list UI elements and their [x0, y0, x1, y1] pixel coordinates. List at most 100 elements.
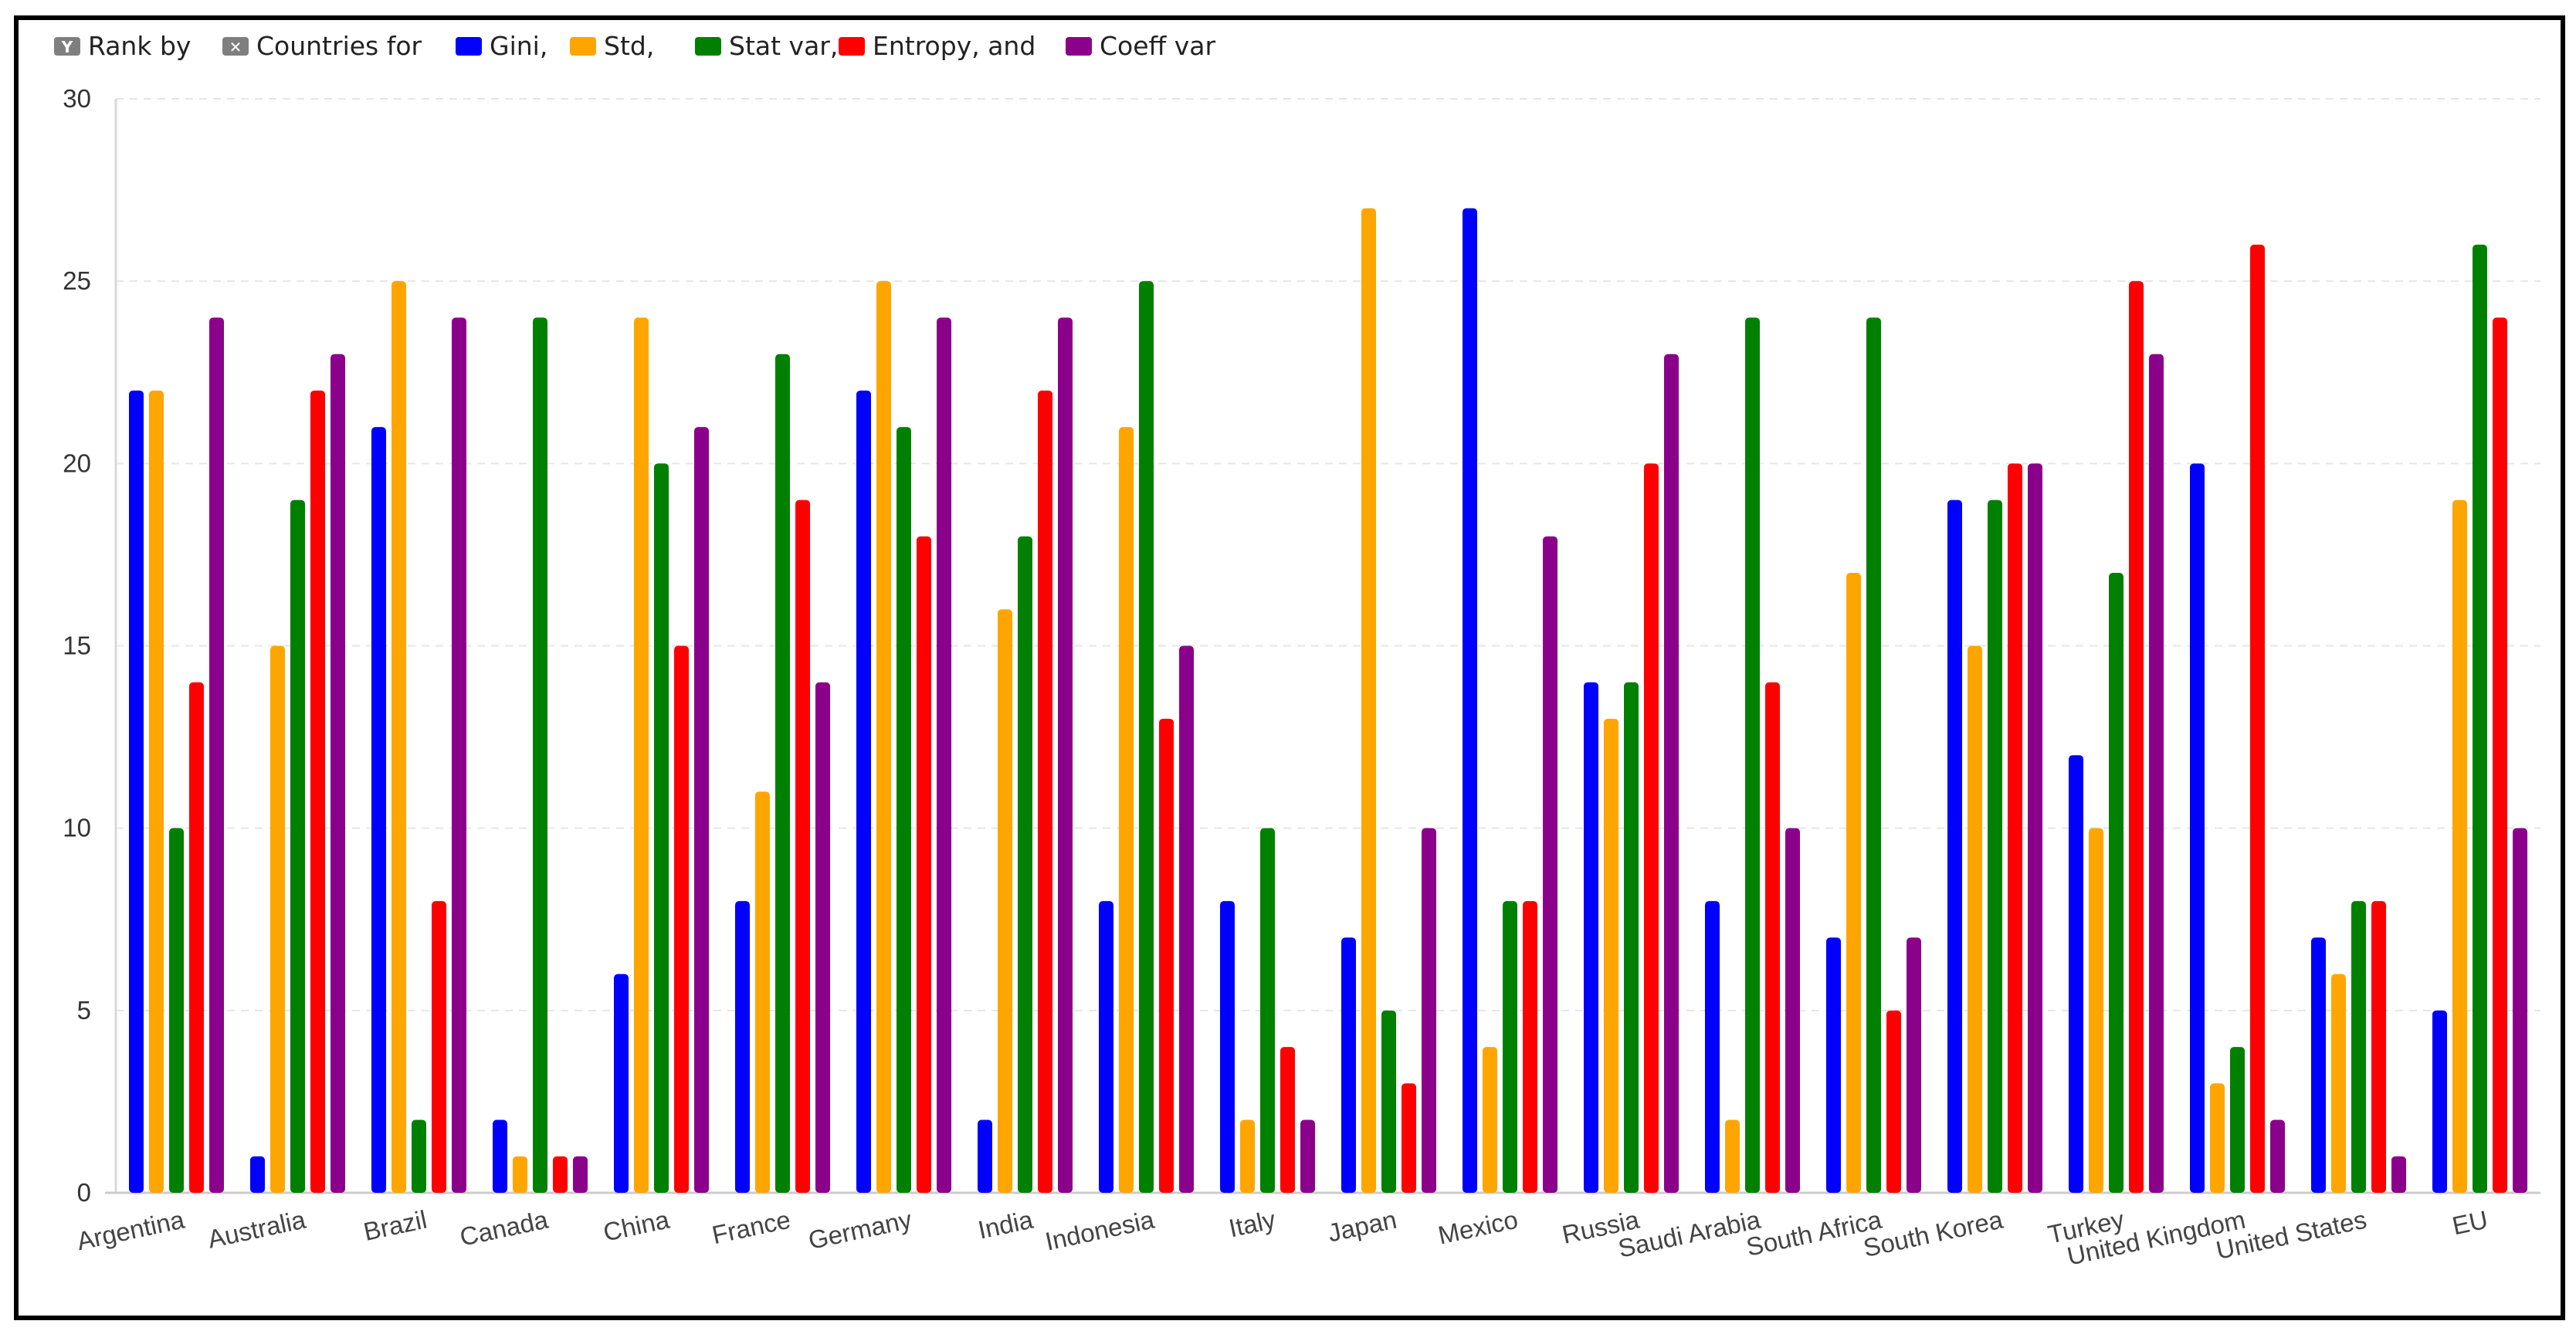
bar [1866, 317, 1881, 1193]
legend-item: Coeff var [1066, 31, 1216, 61]
x-tick-label: South Korea [1861, 1205, 2006, 1262]
series-entropy [189, 244, 2507, 1194]
legend-label: Coeff var [1100, 31, 1216, 61]
legend-label: Stat var, [729, 31, 838, 61]
x-tick-label: Italy [1226, 1205, 1278, 1243]
x-tick-label: France [710, 1205, 793, 1250]
bar [917, 536, 931, 1193]
x-tick-label: India [975, 1205, 1035, 1245]
bar [1624, 682, 1639, 1193]
bar [330, 354, 345, 1194]
close-icon [222, 37, 249, 56]
gridlines [116, 98, 2540, 1011]
x-tick-label: Saudi Arabia [1615, 1205, 1763, 1263]
x-tick-label: Japan [1325, 1205, 1399, 1248]
bar [129, 390, 144, 1193]
x-tick-label: Indonesia [1042, 1205, 1157, 1256]
y-tick-label: 15 [63, 632, 91, 660]
bar [452, 317, 466, 1193]
bar [371, 427, 386, 1193]
bar [169, 828, 184, 1193]
y-tick-label: 25 [63, 266, 91, 295]
legend-label: Rank by [88, 31, 191, 61]
bar [432, 901, 446, 1193]
x-tick-label: China [601, 1205, 673, 1247]
bar [2513, 828, 2527, 1193]
y-tick-label: 5 [77, 996, 91, 1024]
bar [795, 500, 810, 1193]
bar [209, 317, 224, 1193]
bar [2452, 500, 2467, 1193]
bar [2473, 244, 2487, 1193]
x-tick-label: EU [2449, 1205, 2490, 1241]
bar [1463, 208, 1477, 1194]
bar [270, 645, 285, 1193]
bar [634, 317, 649, 1193]
y-tick-label: 30 [63, 84, 91, 113]
bar [1947, 500, 1962, 1193]
bar [1745, 317, 1760, 1193]
bar [1038, 390, 1052, 1193]
bar [1503, 901, 1517, 1193]
legend-swatch [839, 37, 865, 56]
bar [1644, 463, 1659, 1193]
x-tick-label: Canada [457, 1205, 551, 1251]
bar [735, 901, 750, 1193]
legend-filter-item[interactable]: ✕ Countries for [222, 31, 422, 61]
bar [573, 1156, 588, 1193]
x-tick-label: Brazil [361, 1205, 429, 1246]
bar [1543, 536, 1557, 1193]
series-stat-var [169, 244, 2487, 1194]
bar [1604, 718, 1618, 1193]
bar [2109, 573, 2124, 1193]
bar [1058, 317, 1073, 1193]
bar [1159, 718, 1174, 1193]
bar [1341, 937, 1356, 1193]
bar [513, 1156, 527, 1193]
bar [937, 317, 951, 1193]
bar [149, 390, 164, 1193]
bar [1705, 901, 1720, 1193]
bar [553, 1156, 568, 1193]
bar [1968, 645, 1982, 1193]
bar [2230, 1047, 2245, 1193]
legend-swatch [1066, 37, 1092, 56]
bar [897, 427, 911, 1193]
legend-item: Stat var, [695, 31, 838, 61]
bar [674, 645, 689, 1193]
legend-label: Countries for [256, 31, 422, 61]
bar [876, 281, 891, 1194]
bar [1664, 354, 1679, 1194]
bar [1422, 828, 1436, 1193]
bar [1018, 536, 1032, 1193]
bar [2311, 937, 2326, 1193]
bar [1886, 1010, 1901, 1193]
bar [1179, 645, 1194, 1193]
bar [998, 609, 1012, 1193]
bar [1765, 682, 1780, 1193]
bar [1381, 1010, 1396, 1193]
legend-label: Entropy, and [873, 31, 1035, 61]
bar [614, 974, 629, 1193]
bar [1725, 1119, 1740, 1193]
legend-item: Entropy, and [839, 31, 1035, 61]
bar [290, 500, 305, 1193]
bar [2331, 974, 2346, 1193]
bar [2391, 1156, 2406, 1193]
bar [856, 390, 871, 1193]
bars [129, 208, 2527, 1194]
bar [412, 1119, 426, 1193]
bar [250, 1156, 265, 1193]
legend-label: Std, [604, 31, 654, 61]
bar [978, 1119, 992, 1193]
bar [2210, 1083, 2225, 1193]
bar [2089, 828, 2103, 1193]
bar [1785, 828, 1800, 1193]
legend-swatch [456, 37, 482, 56]
bar [2149, 354, 2164, 1194]
legend: Y Rank by ✕ Countries for Gini, Std, Stat var,… [54, 31, 1216, 61]
series-coeff-var [209, 317, 2527, 1194]
legend-item: Gini, [456, 31, 547, 61]
legend-filter-item[interactable]: Y Rank by [54, 31, 191, 61]
bar [1280, 1047, 1295, 1193]
